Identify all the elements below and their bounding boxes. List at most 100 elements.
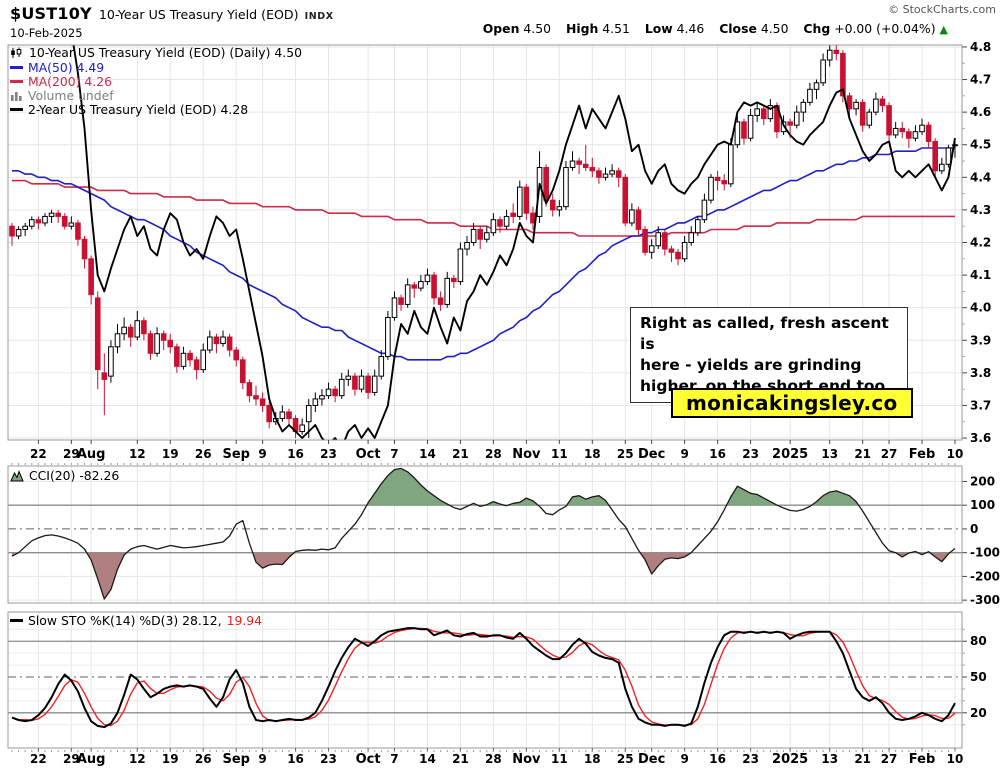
symbol: $UST10Y xyxy=(10,4,92,23)
header-right: © StockCharts.com Open 4.50 High 4.51 Low 4… xyxy=(472,3,996,36)
legend-volume-label: Volume undef xyxy=(28,88,114,103)
svg-text:3.8: 3.8 xyxy=(970,366,991,380)
svg-text:3.6: 3.6 xyxy=(970,431,991,445)
svg-text:11: 11 xyxy=(551,447,568,461)
svg-text:0: 0 xyxy=(970,522,978,536)
svg-text:19: 19 xyxy=(162,447,179,461)
chart-title: 10-Year US Treasury Yield (EOD) xyxy=(98,7,299,22)
svg-text:18: 18 xyxy=(584,447,601,461)
svg-text:2025: 2025 xyxy=(772,752,808,767)
svg-text:29: 29 xyxy=(63,752,80,766)
svg-text:200: 200 xyxy=(970,474,995,488)
svg-text:4.4: 4.4 xyxy=(970,170,991,184)
legend-sto-d-value: 19.94 xyxy=(226,613,263,628)
svg-text:7: 7 xyxy=(390,752,398,766)
svg-text:4.3: 4.3 xyxy=(970,203,991,217)
legend-cci: CCI(20) -82.26 xyxy=(10,468,119,483)
svg-text:18: 18 xyxy=(584,752,601,766)
svg-text:29: 29 xyxy=(63,447,80,461)
svg-text:80: 80 xyxy=(970,634,987,648)
svg-text:23: 23 xyxy=(742,752,759,766)
legend-main-price: 10-Year US Treasury Yield (EOD) (Daily) … xyxy=(10,45,302,60)
svg-text:9: 9 xyxy=(258,752,266,766)
svg-text:12: 12 xyxy=(129,447,146,461)
legend-ma50-label: MA(50) 4.49 xyxy=(28,60,105,75)
svg-text:21: 21 xyxy=(854,447,871,461)
ohlc-row: Open 4.50 High 4.51 Low 4.46 Close 4.50 Chg +… xyxy=(472,21,948,36)
svg-text:27: 27 xyxy=(881,447,898,461)
svg-text:3.7: 3.7 xyxy=(970,398,991,412)
svg-text:19: 19 xyxy=(162,752,179,766)
svg-text:25: 25 xyxy=(617,447,634,461)
svg-text:23: 23 xyxy=(320,447,337,461)
svg-text:Dec: Dec xyxy=(638,752,665,767)
svg-text:21: 21 xyxy=(452,752,469,766)
chg-value: +0.00 (+0.04%) xyxy=(834,21,936,36)
svg-text:23: 23 xyxy=(320,752,337,766)
legend-volume: Volume undef xyxy=(10,88,114,103)
svg-text:21: 21 xyxy=(854,752,871,766)
sto-line-icon xyxy=(10,619,23,622)
legend-sto: Slow STO %K(14) %D(3) 28.12, 19.94 xyxy=(10,613,262,628)
annotation-line: here - yields are grinding xyxy=(640,356,862,374)
chg-label: Chg xyxy=(803,21,831,36)
svg-text:7: 7 xyxy=(390,447,398,461)
svg-text:9: 9 xyxy=(680,752,688,766)
svg-text:100: 100 xyxy=(970,498,995,512)
legend-2y: 2-Year US Treasury Yield (EOD) 4.28 xyxy=(10,102,248,117)
legend-main-price-label: 10-Year US Treasury Yield (EOD) (Daily) … xyxy=(29,45,302,60)
high-label: High xyxy=(565,21,599,36)
svg-text:13: 13 xyxy=(821,447,838,461)
svg-text:28: 28 xyxy=(485,752,502,766)
copyright: © StockCharts.com xyxy=(888,3,996,16)
svg-text:13: 13 xyxy=(821,752,838,766)
price-plot-icon xyxy=(11,47,22,58)
svg-text:2025: 2025 xyxy=(772,447,808,462)
svg-text:9: 9 xyxy=(258,447,266,461)
watermark-badge: monicakingsley.co xyxy=(671,388,913,418)
volume-bars-icon xyxy=(11,92,22,101)
svg-text:26: 26 xyxy=(195,752,212,766)
close-value: 4.50 xyxy=(760,21,789,36)
legend-ma200-label: MA(200) 4.26 xyxy=(28,74,113,89)
svg-text:Aug: Aug xyxy=(77,447,106,462)
legend-sto-label: Slow STO %K(14) %D(3) 28.12, xyxy=(28,613,222,628)
svg-text:4.6: 4.6 xyxy=(970,105,991,119)
svg-text:23: 23 xyxy=(742,447,759,461)
low-label: Low xyxy=(644,21,673,36)
svg-text:Feb: Feb xyxy=(909,752,935,767)
svg-text:10: 10 xyxy=(947,447,964,461)
svg-text:16: 16 xyxy=(287,752,304,766)
svg-text:-300: -300 xyxy=(970,593,1000,607)
2y-line-icon xyxy=(10,108,23,111)
svg-text:20: 20 xyxy=(970,706,987,720)
open-value: 4.50 xyxy=(523,21,551,36)
open-label: Open xyxy=(482,21,520,36)
svg-text:50: 50 xyxy=(970,670,987,684)
svg-text:26: 26 xyxy=(195,447,212,461)
svg-text:Nov: Nov xyxy=(512,447,541,462)
svg-text:25: 25 xyxy=(617,752,634,766)
svg-text:4.2: 4.2 xyxy=(970,236,991,250)
chart-date: 10-Feb-2025 xyxy=(10,26,83,40)
svg-text:Dec: Dec xyxy=(638,447,665,462)
legend-2y-label: 2-Year US Treasury Yield (EOD) 4.28 xyxy=(28,102,249,117)
svg-text:22: 22 xyxy=(30,752,47,766)
svg-text:4.8: 4.8 xyxy=(970,40,991,54)
svg-text:11: 11 xyxy=(551,752,568,766)
svg-text:Aug: Aug xyxy=(77,752,106,767)
svg-text:Feb: Feb xyxy=(909,447,935,462)
exchange-tag: INDX xyxy=(304,11,334,22)
svg-text:14: 14 xyxy=(419,447,436,461)
svg-text:Oct: Oct xyxy=(356,752,381,767)
svg-text:14: 14 xyxy=(419,752,436,766)
svg-text:4.0: 4.0 xyxy=(970,301,991,315)
svg-text:16: 16 xyxy=(709,447,726,461)
svg-text:9: 9 xyxy=(680,447,688,461)
svg-text:10: 10 xyxy=(947,752,964,766)
svg-text:-100: -100 xyxy=(970,546,1000,560)
legend-ma50: MA(50) 4.49 xyxy=(10,60,104,75)
ma50-line-icon xyxy=(10,66,23,69)
